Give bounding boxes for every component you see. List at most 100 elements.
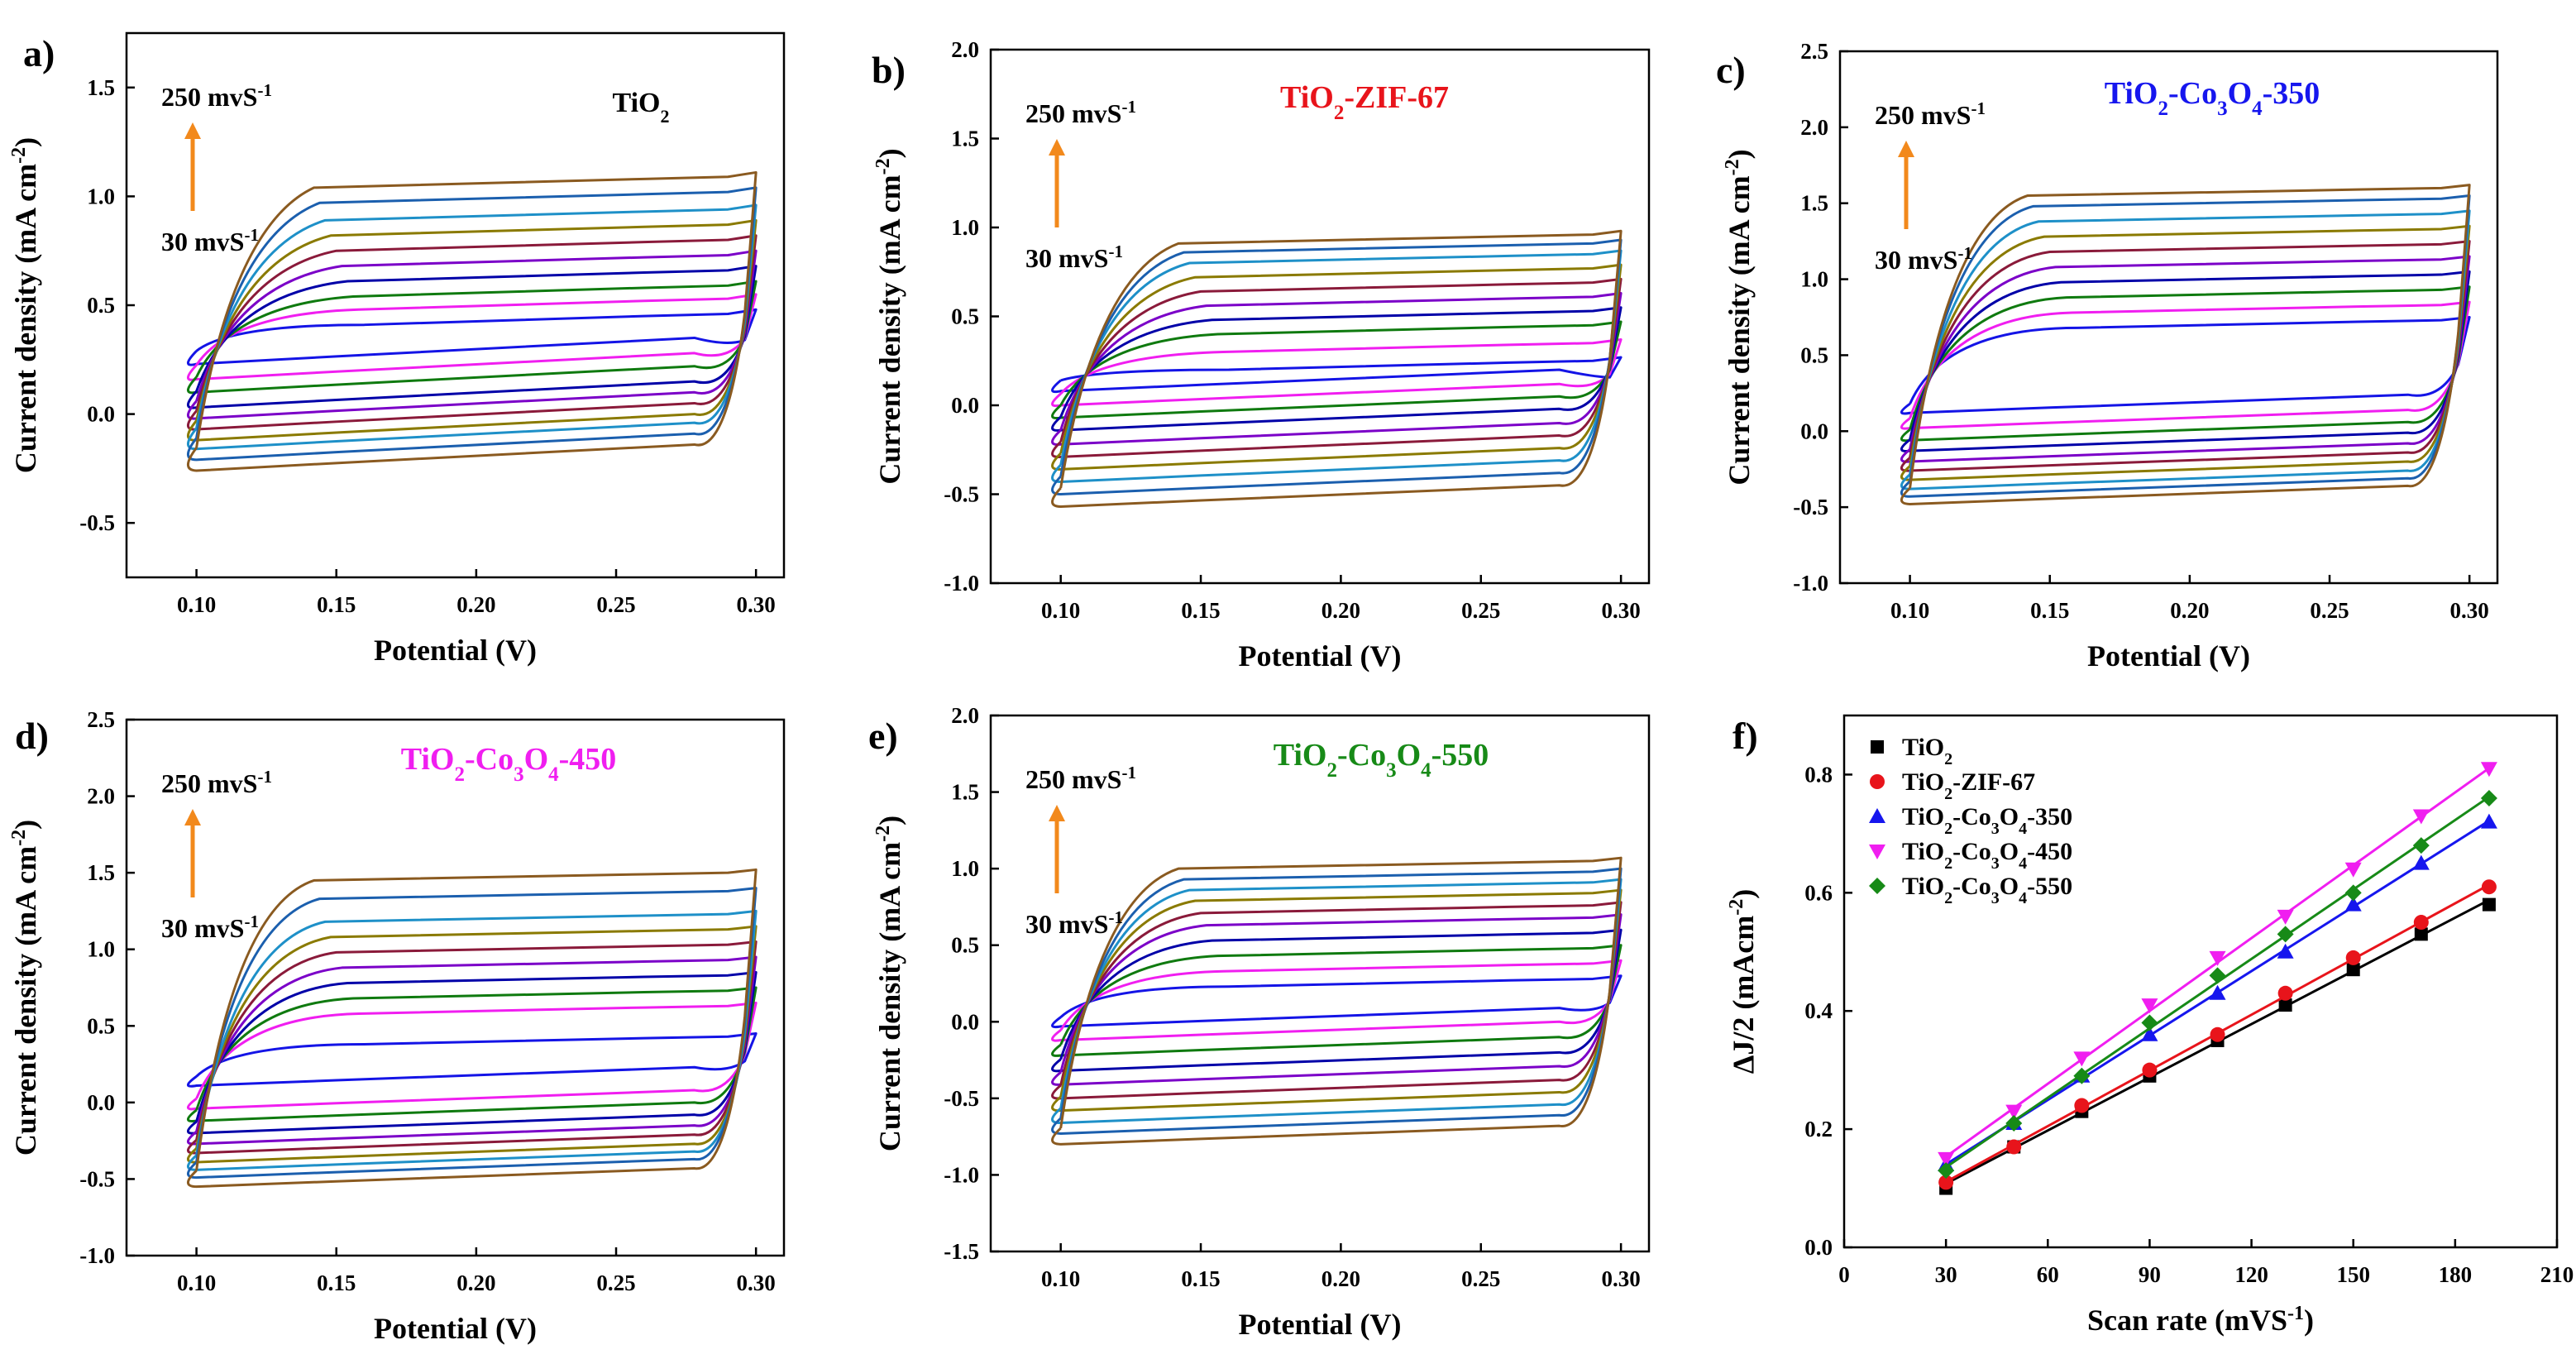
x-tick-label: 0.10 — [177, 592, 216, 617]
y-tick-label: 1.5 — [951, 780, 979, 805]
arrow-head — [184, 809, 201, 825]
y-tick-label: 1.0 — [1800, 267, 1828, 292]
y-tick-label: 0.0 — [87, 1090, 115, 1115]
x-tick-label: 0.25 — [1461, 1266, 1500, 1291]
data-point — [2277, 926, 2294, 943]
y-tick-label: 2.0 — [1800, 115, 1828, 140]
x-tick-label: 0.15 — [1181, 598, 1220, 623]
panel-e-tio2-co3o4-550: 0.10 0.15 0.20 0.25 0.30 -1.5 -1.0 -0.5 0.0 0.5 1.… — [868, 703, 1651, 1341]
cv-curve-130 — [186, 940, 758, 1155]
plot-frame — [1838, 50, 2499, 585]
data-point — [2073, 1067, 2091, 1084]
data-point — [2480, 813, 2497, 829]
x-tick-label: 0 — [1838, 1262, 1850, 1287]
x-tick-label: 120 — [2234, 1262, 2268, 1287]
y-tick-label: 0.0 — [87, 402, 115, 427]
data-point — [2277, 943, 2294, 959]
cv-curve-170 — [1051, 878, 1623, 1124]
y-tick-label: 1.0 — [951, 215, 979, 240]
y-axis-label: Current density (mA cm-2) — [1722, 149, 1756, 485]
data-point — [2344, 884, 2362, 902]
panel-b-tio2-zif67: 0.10 0.15 0.20 0.25 0.30 -1.0 -0.5 0.0 0.5 1.0 1.5… — [872, 37, 1651, 672]
cv-curve-210 — [186, 868, 758, 1189]
x-tick-label: 0.30 — [737, 592, 776, 617]
panel-label: a) — [23, 32, 55, 74]
y-axis-label: Current density (mA cm-2) — [872, 816, 906, 1151]
x-tick-label: 0.30 — [1602, 598, 1641, 623]
x-tick-label: 0.20 — [456, 592, 495, 617]
y-tick-label: 1.5 — [87, 860, 115, 885]
legend-entry: TiO2-ZIF-67 — [1902, 768, 2035, 803]
x-tick-label: 0.10 — [1890, 598, 1929, 623]
panel-f-scan-rate-plot: 0 30 60 90 120 150 180 210 0.0 0.2 0.4 0.6 0.8 Scan r… — [1726, 714, 2574, 1337]
x-tick-label: 150 — [2336, 1262, 2370, 1287]
cv-curve-90 — [1051, 928, 1623, 1073]
y-tick-label: 2.5 — [1800, 39, 1828, 64]
panel-label: e) — [868, 715, 898, 757]
x-tick-label: 30 — [1935, 1262, 1957, 1287]
y-tick-label: -1.0 — [1793, 571, 1828, 596]
y-tick-label: 0.8 — [1804, 762, 1833, 787]
data-point — [2006, 1139, 2022, 1155]
plot-title: TiO2-Co3O4-550 — [1274, 738, 1489, 782]
x-tick-label: 180 — [2439, 1262, 2473, 1287]
data-point — [2481, 879, 2497, 895]
plot-title: TiO2-ZIF-67 — [1280, 80, 1449, 124]
y-tick-label: 0.2 — [1804, 1117, 1833, 1141]
y-tick-label: 0.5 — [951, 304, 979, 329]
y-tick-label: 2.0 — [87, 784, 115, 809]
panel-d-tio2-co3o4-450: 0.10 0.15 0.20 0.25 0.30 -1.0 -0.5 0.0 0.5 1.0 1.5… — [8, 707, 786, 1345]
data-point — [2412, 854, 2430, 870]
y-tick-label: 2.0 — [951, 37, 979, 62]
legend-marker — [1869, 845, 1885, 859]
data-point — [2210, 1026, 2225, 1042]
data-point — [1938, 1151, 1955, 1167]
panel-label: c) — [1716, 49, 1746, 91]
legend-marker — [1869, 878, 1885, 894]
data-point — [2482, 897, 2496, 912]
data-point — [2278, 998, 2292, 1012]
panel-c-tio2-co3o4-350: 0.10 0.15 0.20 0.25 0.30 -1.0 -0.5 0.0 0.5 1.0 1.5… — [1716, 39, 2499, 672]
legend-entry: TiO2-Co3O4-550 — [1902, 873, 2072, 907]
x-tick-label: 0.10 — [1041, 598, 1080, 623]
annotation-250: 250 mvS-1 — [161, 80, 272, 112]
x-tick-label: 90 — [2139, 1262, 2161, 1287]
cv-curve-30 — [1051, 974, 1623, 1029]
cv-curve-50 — [1051, 337, 1623, 408]
y-tick-label: 2.5 — [87, 707, 115, 732]
y-tick-label: -1.0 — [944, 1162, 979, 1187]
cv-curve-210 — [1900, 184, 2471, 505]
x-tick-label: 0.25 — [596, 592, 635, 617]
x-axis-label: Potential (V) — [1239, 1308, 1402, 1341]
cv-curve-30 — [1051, 356, 1623, 394]
annotation-30: 30 mvS-1 — [1025, 242, 1123, 273]
legend-entry: TiO2 — [1902, 734, 1952, 768]
data-point — [2209, 984, 2226, 1000]
data-point — [2005, 1114, 2023, 1132]
x-tick-label: 0.10 — [177, 1270, 216, 1295]
data-point — [2480, 762, 2497, 778]
panel-a-tio2: 0.10 0.15 0.20 0.25 0.30 -0.5 0.0 0.5 1.0 1.5 Pote… — [8, 31, 786, 667]
y-tick-label: 0.6 — [1804, 880, 1833, 905]
x-axis-label: Potential (V) — [374, 1312, 537, 1345]
legend-entry: TiO2-Co3O4-350 — [1902, 803, 2072, 838]
y-tick-label: -1.0 — [79, 1243, 115, 1268]
x-axis-label: Potential (V) — [2087, 639, 2250, 672]
plot-title: TiO2 — [613, 88, 670, 127]
plot-title: TiO2-Co3O4-450 — [401, 742, 617, 786]
cv-curve-30 — [1900, 316, 2471, 415]
x-tick-label: 0.20 — [2170, 598, 2209, 623]
x-tick-label: 0.20 — [1321, 1266, 1360, 1291]
x-axis-label: Potential (V) — [1239, 639, 1402, 672]
y-tick-label: 1.5 — [951, 127, 979, 151]
x-axis-label: Scan rate (mVS-1) — [2087, 1303, 2314, 1337]
y-tick-label: 0.5 — [87, 293, 115, 318]
y-tick-label: -0.5 — [79, 510, 115, 535]
annotation-250: 250 mvS-1 — [1875, 98, 1986, 130]
data-point — [2209, 950, 2226, 966]
arrow-head — [1049, 139, 1065, 156]
y-tick-label: 1.0 — [87, 184, 115, 208]
x-tick-label: 0.30 — [1602, 1266, 1641, 1291]
x-tick-label: 0.25 — [1461, 598, 1500, 623]
